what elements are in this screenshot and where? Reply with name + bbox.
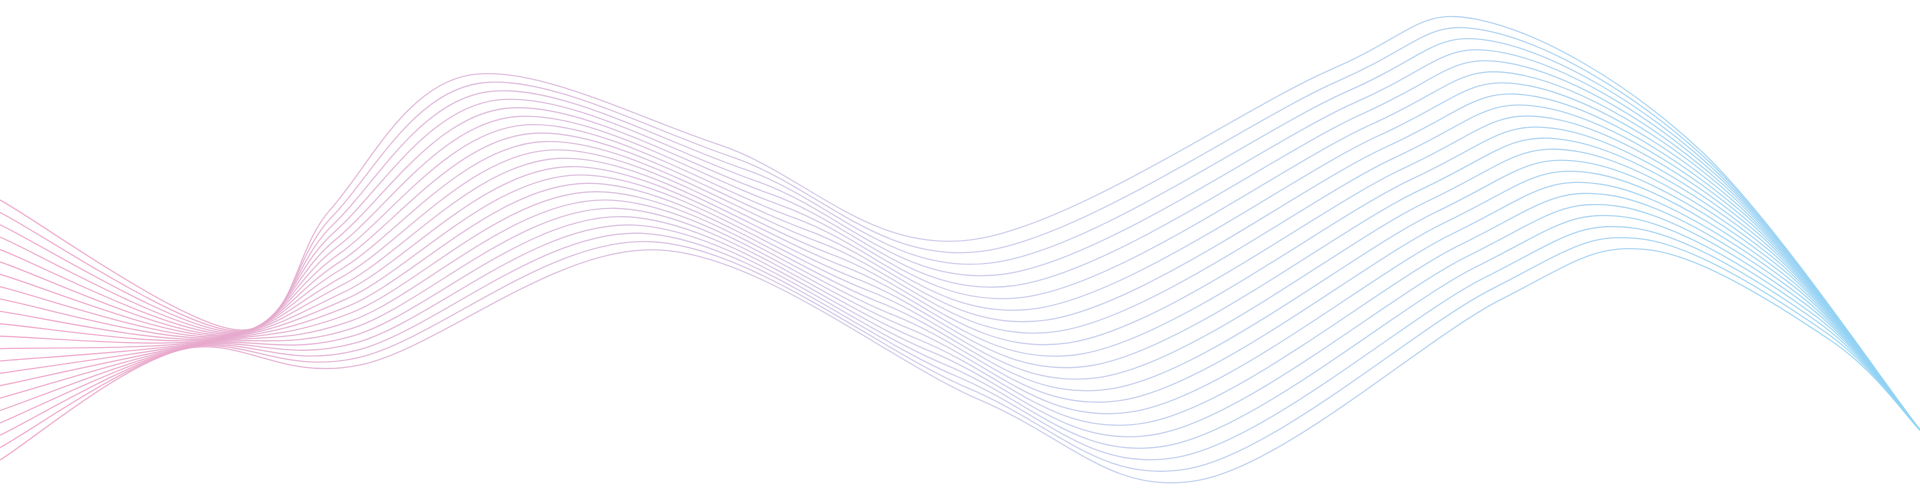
wave-line: [0, 49, 1920, 431]
wave-line: [0, 137, 1920, 431]
wave-line: [0, 159, 1920, 431]
wave-line: [0, 203, 1920, 438]
wave-line: [0, 27, 1920, 431]
wave-line: [0, 71, 1920, 431]
wave-line: [0, 170, 1920, 431]
wave-line: [0, 181, 1920, 431]
wave-line-group: [0, 16, 1920, 484]
wave-line: [0, 82, 1920, 431]
wave-line: [0, 38, 1920, 431]
wave-line: [0, 225, 1920, 461]
wave-line: [0, 192, 1920, 431]
wave-line: [0, 248, 1920, 484]
wave-line: [0, 236, 1920, 473]
wave-line: [0, 148, 1920, 431]
wave-line: [0, 16, 1920, 431]
wave-line: [0, 115, 1920, 431]
wave-line: [0, 104, 1920, 431]
wave-line: [0, 214, 1920, 449]
wave-line: [0, 126, 1920, 431]
wave-line: [0, 60, 1920, 431]
wave-line: [0, 93, 1920, 431]
